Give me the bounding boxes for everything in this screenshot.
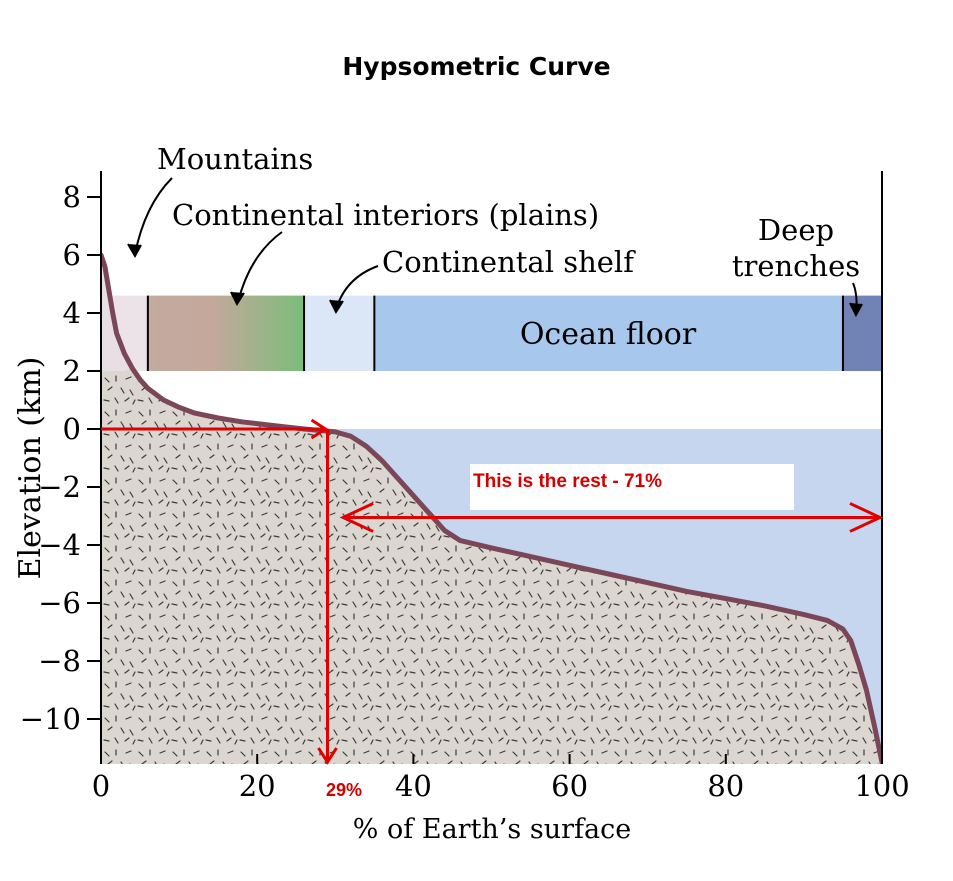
- x-ticks: 0 20 40 60 80 100: [92, 754, 910, 803]
- page-title: Hypsometric Curve: [342, 52, 611, 81]
- y-tick-label: −2: [38, 470, 81, 504]
- shelf-arrowhead: [329, 299, 344, 315]
- band-strip: [101, 295, 882, 371]
- mountains-arrowhead: [127, 243, 142, 259]
- hypsometric-curve: [101, 252, 882, 764]
- annotation-deep: Deep: [758, 213, 834, 247]
- y-tick-label: −4: [38, 528, 81, 562]
- y-tick-label: 6: [63, 238, 81, 272]
- band-3: [374, 295, 843, 371]
- y-ticks: 8 6 4 2 0 −2 −4 −6 −8 −10: [20, 180, 101, 736]
- band-label-ocean-floor: Ocean floor: [520, 317, 697, 352]
- y-tick-label: 2: [63, 354, 81, 388]
- x-tick-label: 20: [239, 769, 276, 803]
- mountain-area: [101, 255, 133, 371]
- annotation-trenches: trenches: [732, 249, 860, 283]
- annotation-plains: Continental interiors (plains): [172, 198, 599, 232]
- red-double-arrow-left-head: [339, 502, 374, 533]
- mountains-arrow: [134, 177, 173, 255]
- overlay-label-rest: This is the rest - 71%: [473, 471, 662, 492]
- annotation-mountains: Mountains: [157, 142, 313, 176]
- annotation-shelf: Continental shelf: [382, 245, 636, 279]
- x-axis-title: % of Earth’s surface: [353, 814, 631, 845]
- x-tick-label: 60: [551, 769, 588, 803]
- y-tick-label: 4: [63, 296, 81, 330]
- x-tick-label: 40: [395, 769, 432, 803]
- band-4: [842, 295, 882, 371]
- red-horizontal-arrowhead: [310, 418, 329, 440]
- land-area: [101, 255, 882, 764]
- x-tick-label: 100: [854, 769, 909, 803]
- x-tick-label: 80: [707, 769, 744, 803]
- y-tick-label: 0: [63, 412, 81, 446]
- y-tick-label: −6: [38, 586, 81, 620]
- x-tick-label: 0: [92, 769, 110, 803]
- trenches-arrowhead: [849, 302, 863, 318]
- band-1: [147, 295, 305, 371]
- y-tick-label: 8: [63, 180, 81, 214]
- annotation-arrows: [127, 177, 863, 318]
- plains-arrowhead: [230, 291, 245, 307]
- overlay-label-box: [470, 464, 794, 510]
- red-overlay: [101, 418, 884, 765]
- y-axis-title: Elevation (km): [13, 357, 48, 580]
- red-vertical-arrowhead: [317, 747, 338, 765]
- y-tick-label: −8: [38, 644, 81, 678]
- y-tick-label: −10: [20, 702, 81, 736]
- red-double-arrow-right-head: [849, 502, 884, 533]
- overlay-label-29: 29%: [326, 780, 362, 800]
